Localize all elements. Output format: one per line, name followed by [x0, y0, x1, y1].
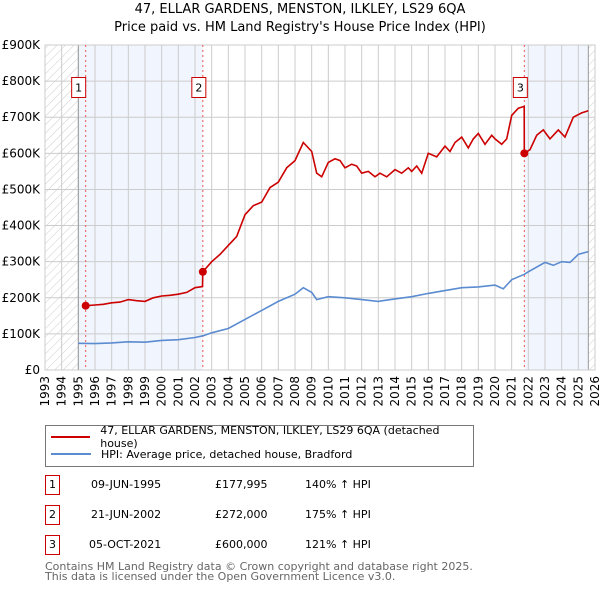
shaded-region	[78, 45, 203, 370]
footer-licence: This data is licensed under the Open Gov…	[45, 570, 396, 583]
sale-point	[520, 149, 529, 158]
chart-subtitle: Price paid vs. HM Land Registry's House …	[114, 20, 486, 35]
transaction-badge: 3	[45, 535, 60, 555]
x-tick-label: 2006	[255, 376, 269, 407]
y-tick-label: £400K	[2, 219, 42, 233]
hpi-line	[78, 250, 589, 345]
x-tick-label: 2000	[155, 376, 169, 407]
x-tick-label: 1994	[55, 376, 69, 407]
x-tick-label: 2010	[321, 376, 335, 407]
transaction-price: £177,995	[215, 478, 268, 491]
transaction-badge: 2	[45, 505, 60, 525]
sale-label: 1	[75, 82, 82, 95]
x-tick-label: 2005	[238, 376, 252, 407]
transaction-row: 1 09-JUN-1995 £177,995 140% ↑ HPI	[45, 475, 465, 495]
x-tick-label: 2007	[271, 376, 285, 407]
hatched-region	[588, 45, 595, 370]
sale-label-box	[71, 77, 87, 98]
y-tick-label: £600K	[2, 146, 42, 160]
transaction-hpi: 175% ↑ HPI	[305, 508, 371, 521]
shaded-region	[524, 45, 589, 370]
x-tick-label: 2025	[571, 376, 585, 407]
transaction-date: 09-JUN-1995	[91, 478, 162, 491]
transaction-hpi: 121% ↑ HPI	[305, 538, 371, 551]
legend-property: 47, ELLAR GARDENS, MENSTON, ILKLEY, LS29…	[100, 424, 440, 450]
y-tick-label: £0	[25, 363, 40, 377]
transaction-row: 3 05-OCT-2021 £600,000 121% ↑ HPI	[45, 535, 465, 555]
y-tick-label: £200K	[2, 291, 42, 305]
x-tick-label: 2001	[171, 376, 185, 407]
x-tick-label: 2026	[588, 376, 600, 407]
y-tick-label: £300K	[2, 255, 42, 269]
footer: Contains HM Land Registry data © Crown c…	[45, 560, 473, 583]
x-tick-label: 2023	[538, 376, 552, 407]
y-tick-label: £500K	[2, 182, 42, 196]
x-tick-label: 2004	[221, 376, 235, 407]
legend-blue-line	[51, 453, 91, 455]
footer-copyright: Contains HM Land Registry data © Crown c…	[45, 560, 473, 573]
transaction-hpi: 140% ↑ HPI	[305, 478, 371, 491]
x-tick-label: 2024	[555, 376, 569, 407]
transaction-date: 05-OCT-2021	[89, 538, 162, 551]
legend-red-line	[51, 436, 91, 438]
y-tick-label: £700K	[2, 110, 42, 124]
x-tick-label: 2008	[288, 376, 302, 407]
x-tick-label: 2016	[421, 376, 435, 407]
sale-label: 3	[517, 82, 524, 95]
y-tick-label: £100K	[2, 327, 42, 341]
property-price-line	[85, 105, 589, 307]
x-tick-label: 2022	[521, 376, 535, 407]
sale-label-box	[191, 77, 207, 98]
sale-point	[81, 301, 90, 310]
transaction-badge: 1	[45, 475, 60, 495]
sale-point	[198, 267, 207, 276]
x-tick-label: 2014	[388, 376, 402, 407]
y-tick-label: £800K	[2, 74, 42, 88]
sale-label-box	[512, 77, 528, 98]
x-tick-label: 2018	[455, 376, 469, 407]
price-chart: 1993 1994 1995 1996 1997 1998 1999 2000 2001 2002…	[2, 38, 600, 407]
plot-frame	[44, 44, 596, 371]
x-tick-label: 1997	[105, 376, 119, 407]
legend: 47, ELLAR GARDENS, MENSTON, ILKLEY, LS29…	[45, 424, 474, 467]
x-tick-label: 2017	[438, 376, 452, 407]
x-tick-label: 2019	[471, 376, 485, 407]
x-tick-label: 2015	[405, 376, 419, 407]
transaction-price: £272,000	[215, 508, 268, 521]
x-tick-label: 1996	[88, 376, 102, 407]
sale-label: 2	[195, 82, 202, 95]
x-tick-label: 1995	[71, 376, 85, 407]
x-tick-label: 2021	[505, 376, 519, 407]
x-tick-label: 1998	[121, 376, 135, 407]
transaction-price: £600,000	[215, 538, 268, 551]
x-tick-label: 1993	[38, 376, 52, 407]
x-tick-label: 2009	[305, 376, 319, 407]
x-tick-label: 2013	[371, 376, 385, 407]
x-tick-label: 1999	[138, 376, 152, 407]
x-tick-label: 2012	[355, 376, 369, 407]
chart-title: 47, ELLAR GARDENS, MENSTON, ILKLEY, LS29…	[134, 2, 466, 17]
x-tick-label: 2002	[188, 376, 202, 407]
transaction-row: 2 21-JUN-2002 £272,000 175% ↑ HPI	[45, 505, 465, 525]
y-tick-label: £900K	[2, 38, 42, 52]
transaction-date: 21-JUN-2002	[91, 508, 162, 521]
x-tick-label: 2011	[338, 376, 352, 407]
x-tick-label: 2020	[488, 376, 502, 407]
legend-hpi: HPI: Average price, detached house, Brad…	[101, 447, 353, 461]
x-tick-label: 2003	[205, 376, 219, 407]
